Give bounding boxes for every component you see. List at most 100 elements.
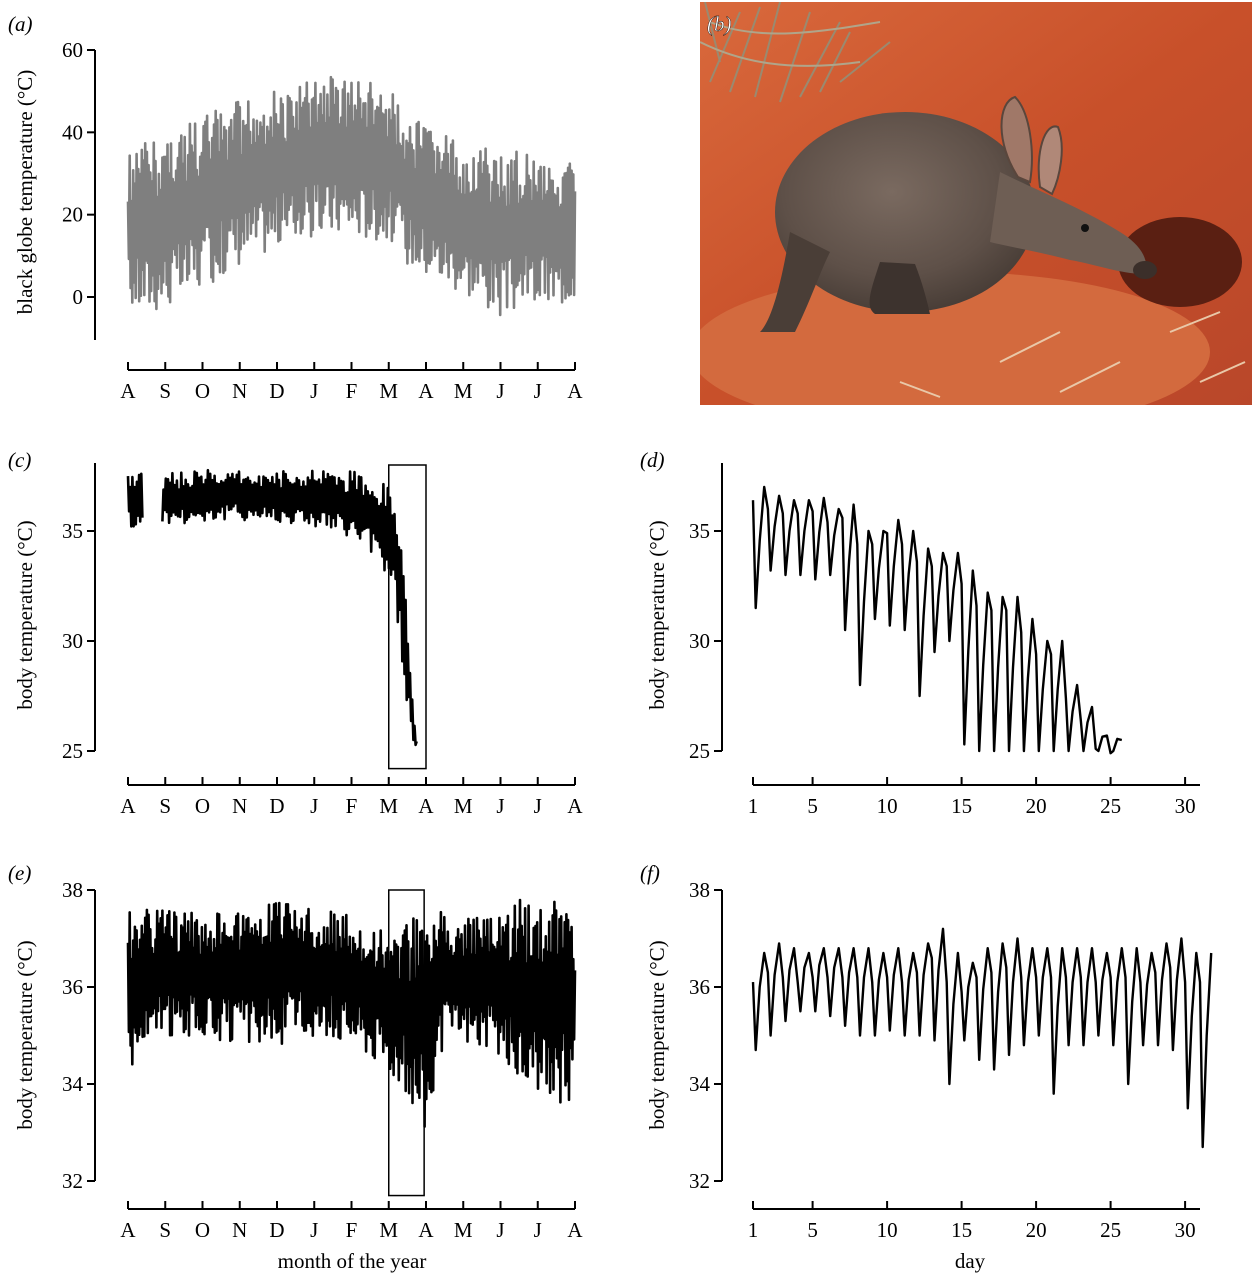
x-tick-label-d-1: 5	[807, 794, 818, 818]
series-line-d	[751, 485, 1123, 755]
x-tick-label-c-0: A	[120, 794, 136, 818]
x-tick-label-c-12: A	[567, 794, 583, 818]
x-tick-label-d-2: 10	[877, 794, 898, 818]
y-tick-label-a-1: 20	[62, 203, 83, 227]
x-tick-label-e-1: S	[159, 1218, 171, 1242]
x-tick-label-a-12: A	[567, 379, 583, 403]
x-tick-label-d-0: 1	[748, 794, 759, 818]
aardvark-photo: (b)	[700, 2, 1252, 405]
y-tick-label-a-2: 40	[62, 120, 83, 144]
panel-label-c: (c)	[8, 448, 31, 472]
x-tick-label-a-11: J	[534, 379, 542, 403]
x-tick-label-d-5: 25	[1100, 794, 1121, 818]
x-tick-label-e-9: M	[454, 1218, 473, 1242]
x-tick-label-c-3: N	[232, 794, 247, 818]
x-tick-label-a-4: D	[269, 379, 284, 403]
panel-label-a: (a)	[8, 12, 33, 36]
x-tick-label-d-6: 30	[1175, 794, 1196, 818]
sand-sticks	[899, 311, 1246, 398]
x-tick-label-e-7: M	[379, 1218, 398, 1242]
x-tick-label-c-7: M	[379, 794, 398, 818]
x-tick-label-e-6: F	[346, 1218, 358, 1242]
x-tick-label-d-4: 20	[1026, 794, 1047, 818]
x-tick-label-f-5: 25	[1100, 1218, 1121, 1242]
y-tick-label-e-2: 36	[62, 975, 83, 999]
x-tick-label-a-1: S	[159, 379, 171, 403]
y-tick-label-c-1: 30	[62, 629, 83, 653]
x-tick-label-e-8: A	[418, 1218, 434, 1242]
xlabel-e: month of the year	[278, 1249, 427, 1273]
x-tick-label-c-9: M	[454, 794, 473, 818]
highlight-box-e	[388, 889, 425, 1197]
y-tick-label-c-2: 35	[62, 519, 83, 543]
x-tick-label-a-2: O	[195, 379, 210, 403]
aardvark-ear-left	[1000, 95, 1033, 184]
y-tick-label-e-3: 38	[62, 878, 83, 902]
x-tick-label-e-0: A	[120, 1218, 136, 1242]
x-tick-label-e-4: D	[269, 1218, 284, 1242]
y-tick-label-c-0: 25	[62, 739, 83, 763]
xlabel-f: day	[955, 1249, 986, 1273]
y-tick-label-d-0: 25	[689, 739, 710, 763]
y-tick-label-f-0: 32	[689, 1169, 710, 1193]
series-line-e	[126, 898, 577, 1128]
ylabel-a: black globe temperature (°C)	[13, 70, 37, 315]
x-tick-label-c-6: F	[346, 794, 358, 818]
x-tick-label-f-4: 20	[1026, 1218, 1047, 1242]
aardvark-hindleg	[760, 232, 830, 332]
y-tick-label-f-1: 34	[689, 1072, 711, 1096]
panel-label-b: (b)	[707, 12, 732, 36]
panel-label-f: (f)	[640, 861, 660, 885]
y-tick-label-d-1: 30	[689, 629, 710, 653]
x-tick-label-a-8: A	[418, 379, 434, 403]
x-tick-label-e-11: J	[534, 1218, 542, 1242]
x-tick-label-c-1: S	[159, 794, 171, 818]
aardvark-foreleg	[869, 262, 930, 314]
x-tick-label-f-1: 5	[807, 1218, 818, 1242]
aardvark-snout	[1133, 261, 1157, 279]
x-tick-label-a-7: M	[379, 379, 398, 403]
aardvark-body	[775, 112, 1035, 312]
x-tick-label-c-11: J	[534, 794, 542, 818]
y-tick-label-d-2: 35	[689, 519, 710, 543]
y-tick-label-f-2: 36	[689, 975, 710, 999]
x-tick-label-a-5: J	[310, 379, 318, 403]
x-tick-label-d-3: 15	[951, 794, 972, 818]
aardvark-eye	[1081, 224, 1089, 232]
ylabel-c: body temperature (°C)	[13, 520, 37, 709]
photo-illustration: (b)	[700, 2, 1252, 405]
x-tick-label-a-10: J	[496, 379, 504, 403]
aardvark-ear-right	[1037, 125, 1063, 196]
x-tick-label-c-2: O	[195, 794, 210, 818]
x-tick-label-c-10: J	[496, 794, 504, 818]
x-tick-label-f-2: 10	[877, 1218, 898, 1242]
x-tick-label-a-9: M	[454, 379, 473, 403]
x-tick-label-f-0: 1	[748, 1218, 759, 1242]
ylabel-f: body temperature (°C)	[645, 940, 669, 1129]
series-line-c	[126, 468, 418, 747]
burrow-hole	[1118, 217, 1242, 307]
y-tick-label-a-3: 60	[62, 38, 83, 62]
y-tick-label-e-1: 34	[62, 1072, 84, 1096]
x-tick-label-f-6: 30	[1175, 1218, 1196, 1242]
x-tick-label-c-4: D	[269, 794, 284, 818]
x-tick-label-f-3: 15	[951, 1218, 972, 1242]
x-tick-label-a-6: F	[346, 379, 358, 403]
x-tick-label-e-5: J	[310, 1218, 318, 1242]
panel-label-e: (e)	[8, 861, 31, 885]
series-line-f	[751, 927, 1213, 1149]
ylabel-e: body temperature (°C)	[13, 940, 37, 1129]
x-tick-label-e-2: O	[195, 1218, 210, 1242]
panel-label-d: (d)	[640, 448, 665, 472]
x-tick-label-e-12: A	[567, 1218, 583, 1242]
series-line-a	[126, 75, 577, 317]
x-tick-label-e-10: J	[496, 1218, 504, 1242]
ylabel-d: body temperature (°C)	[645, 520, 669, 709]
x-tick-label-a-3: N	[232, 379, 247, 403]
